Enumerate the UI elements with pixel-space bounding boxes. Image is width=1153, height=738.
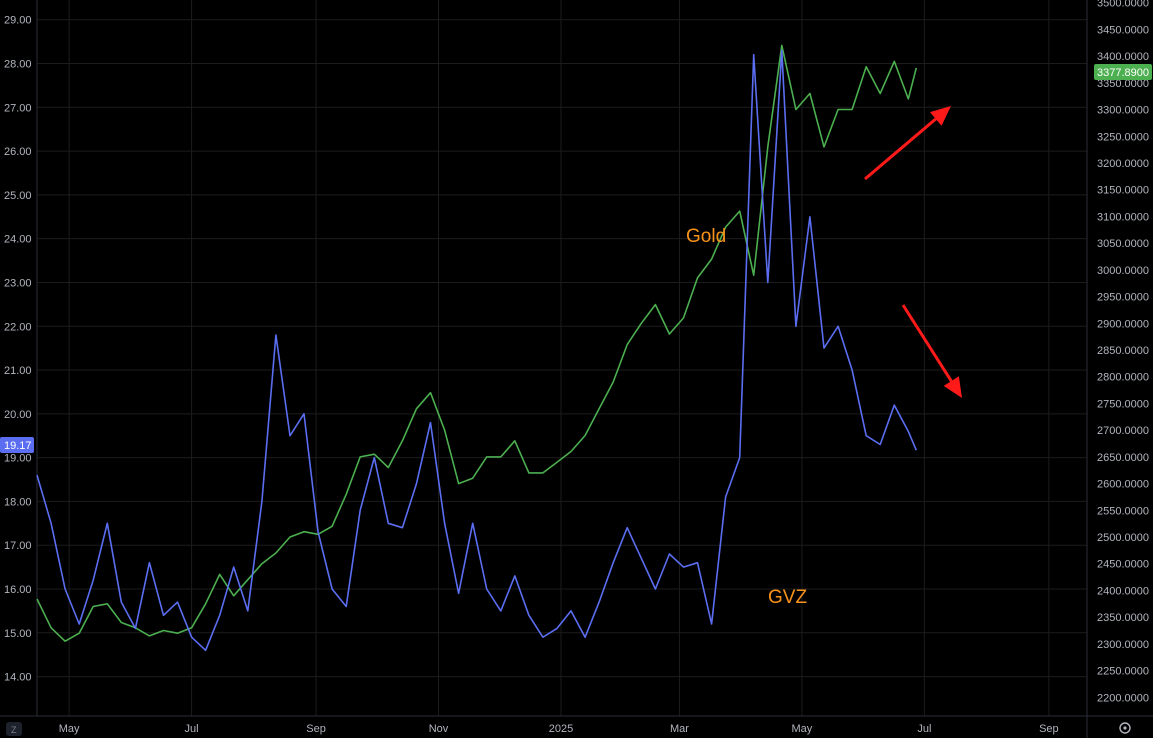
- right-tick-label: 2350.0000: [1097, 612, 1149, 624]
- left-tick-label: 16.00: [4, 584, 32, 596]
- left-tick-label: 19.00: [4, 453, 32, 465]
- left-tick-label: 21.00: [4, 365, 32, 377]
- x-tick-label: Mar: [670, 723, 689, 735]
- corner-button-bg: [6, 722, 22, 736]
- left-tick-label: 29.00: [4, 15, 32, 27]
- gvz-last-value-badge-bg: [0, 437, 34, 453]
- arrow-down-head: [943, 376, 962, 398]
- right-tick-label: 3000.0000: [1097, 265, 1149, 277]
- right-tick-label: 2600.0000: [1097, 479, 1149, 491]
- right-tick-label: 2850.0000: [1097, 345, 1149, 357]
- left-tick-label: 27.00: [4, 102, 32, 114]
- right-tick-label: 2750.0000: [1097, 398, 1149, 410]
- right-tick-label: 3500.0000: [1097, 0, 1149, 10]
- x-tick-label: Jul: [917, 723, 931, 735]
- x-tick-label: 2025: [549, 723, 573, 735]
- right-tick-label: 2700.0000: [1097, 425, 1149, 437]
- left-tick-label: 28.00: [4, 58, 32, 70]
- arrow-up-head: [929, 106, 951, 126]
- right-tick-label: 3150.0000: [1097, 185, 1149, 197]
- right-tick-label: 2200.0000: [1097, 692, 1149, 704]
- x-tick-label: May: [59, 723, 80, 735]
- right-tick-label: 3350.0000: [1097, 78, 1149, 90]
- right-tick-label: 3400.0000: [1097, 51, 1149, 63]
- gold-last-value-badge-bg: [1094, 64, 1152, 80]
- time-axis[interactable]: May Jul Sep Nov 2025 Mar May Jul Sep: [59, 723, 1059, 735]
- left-tick-label: 23.00: [4, 277, 32, 289]
- left-tick-label: 18.00: [4, 496, 32, 508]
- gold-series-line: [36, 44, 918, 642]
- right-tick-label: 2550.0000: [1097, 505, 1149, 517]
- right-tick-label: 2450.0000: [1097, 559, 1149, 571]
- left-tick-label: 25.00: [4, 190, 32, 202]
- gold-last-value: 3377.8900: [1097, 67, 1149, 79]
- gear-icon-hub: [1123, 726, 1127, 730]
- arrow-down-shaft: [901, 304, 953, 382]
- arrow-up-shaft: [864, 117, 937, 181]
- right-tick-label: 3450.0000: [1097, 24, 1149, 36]
- x-tick-label: Sep: [1039, 723, 1059, 735]
- right-axis[interactable]: 2200.0000 2250.0000 2300.0000 2350.0000 2400…: [1097, 0, 1149, 704]
- gvz-last-value-badge: 19.17: [0, 437, 34, 453]
- left-tick-label: 24.00: [4, 234, 32, 246]
- right-tick-label: 3250.0000: [1097, 131, 1149, 143]
- left-tick-label: 14.00: [4, 672, 32, 684]
- corner-label: Z: [11, 725, 17, 735]
- left-tick-label: 17.00: [4, 540, 32, 552]
- gear-icon-ring: [1119, 722, 1131, 734]
- right-tick-label: 2950.0000: [1097, 292, 1149, 304]
- gear-icon[interactable]: [1119, 722, 1131, 734]
- x-tick-label: Sep: [306, 723, 326, 735]
- x-tick-label: Jul: [185, 723, 199, 735]
- right-tick-label: 2300.0000: [1097, 639, 1149, 651]
- corner-button[interactable]: Z: [6, 722, 22, 736]
- right-tick-label: 2800.0000: [1097, 372, 1149, 384]
- right-tick-label: 3050.0000: [1097, 238, 1149, 250]
- left-tick-label: 26.00: [4, 146, 32, 158]
- arrows-layer: [864, 106, 962, 398]
- grid: [37, 0, 1087, 716]
- gvz-series-line: [36, 49, 918, 652]
- x-tick-label: Nov: [429, 723, 449, 735]
- left-tick-label: 22.00: [4, 321, 32, 333]
- right-tick-label: 2400.0000: [1097, 585, 1149, 597]
- right-tick-label: 2650.0000: [1097, 452, 1149, 464]
- right-tick-label: 2500.0000: [1097, 532, 1149, 544]
- right-tick-label: 3200.0000: [1097, 158, 1149, 170]
- gold-annotation: Gold: [686, 226, 726, 247]
- x-tick-label: May: [792, 723, 813, 735]
- gold-last-value-badge: 3377.8900: [1094, 64, 1152, 80]
- gvz-annotation: GVZ: [768, 587, 807, 608]
- series-layer: [36, 44, 918, 652]
- gvz-last-value: 19.17: [4, 440, 32, 452]
- right-tick-label: 3100.0000: [1097, 211, 1149, 223]
- left-tick-label: 15.00: [4, 628, 32, 640]
- right-tick-label: 2250.0000: [1097, 666, 1149, 678]
- left-tick-label: 20.00: [4, 409, 32, 421]
- right-tick-label: 2900.0000: [1097, 318, 1149, 330]
- right-tick-label: 3300.0000: [1097, 105, 1149, 117]
- left-axis[interactable]: 14.00 15.00 16.00 17.00 18.00 19.00 20.00 21.00…: [4, 15, 32, 684]
